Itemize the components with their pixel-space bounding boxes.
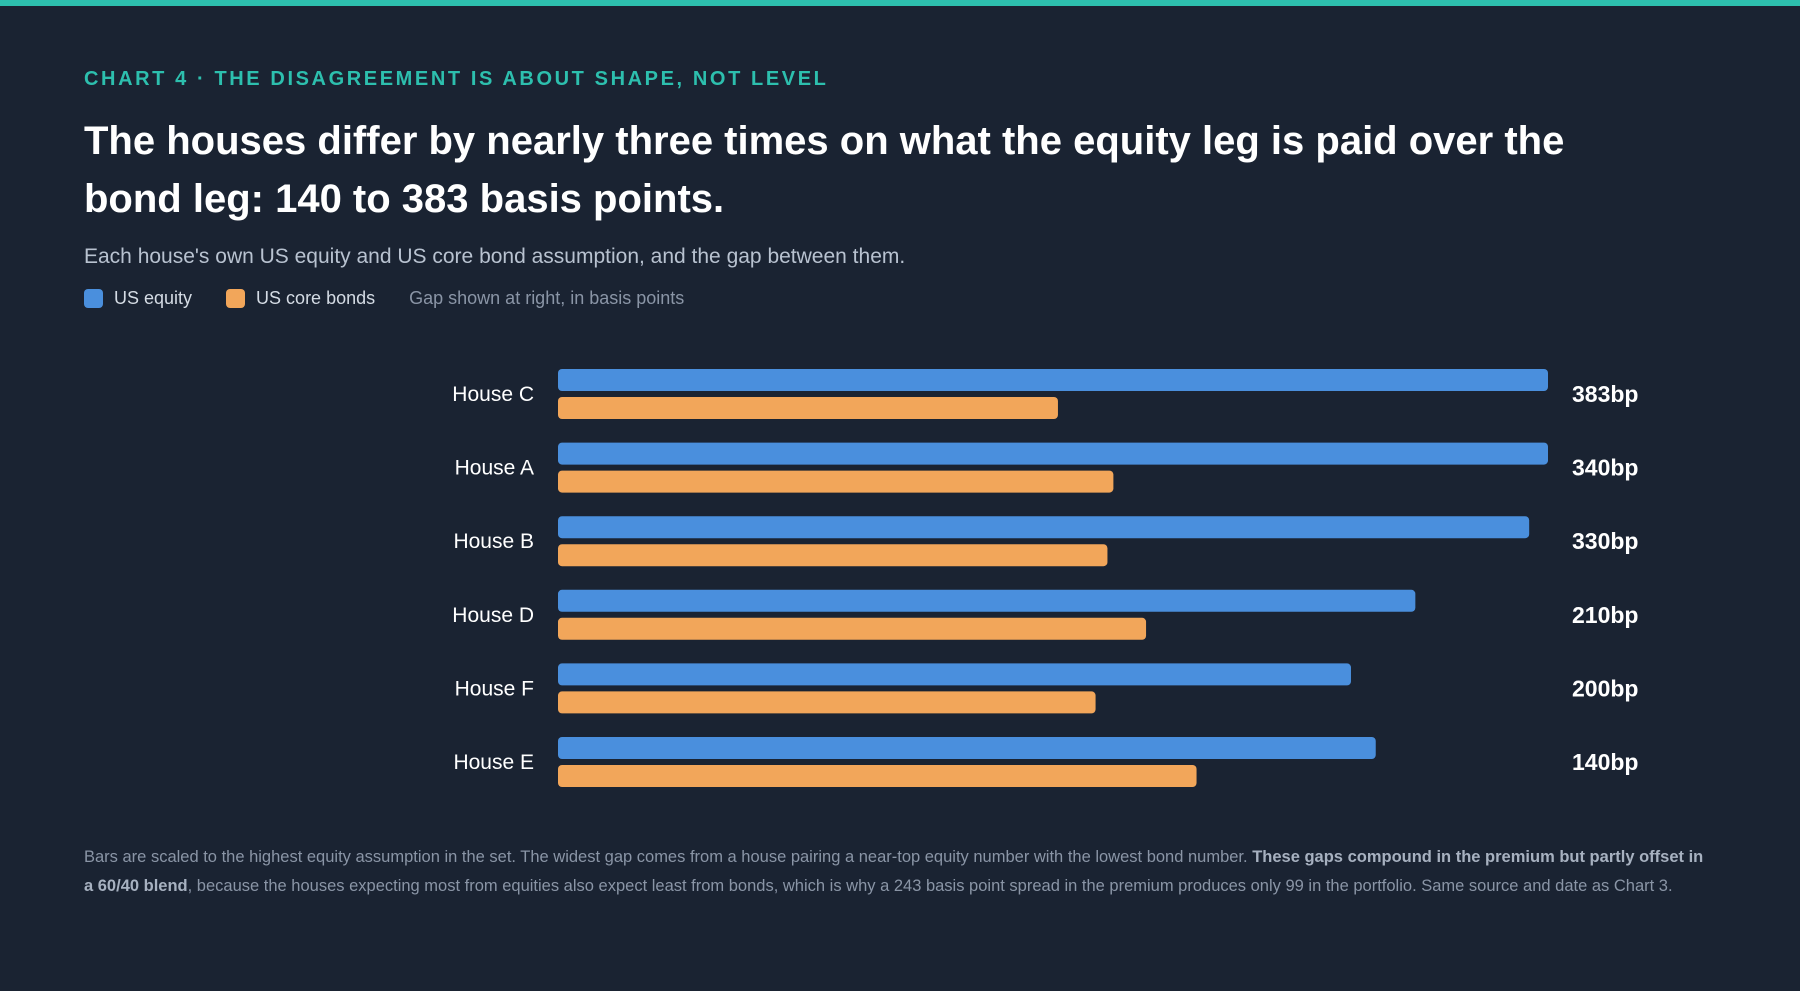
gap-label-house-a: 340bp [1572,455,1638,481]
chart-title: The houses differ by nearly three times … [84,119,1565,221]
legend-label-bonds: US core bonds [256,288,376,308]
bar-bonds-house-f [558,691,1096,714]
bar-equity-house-e [558,737,1376,759]
footnote-text-2: , because the houses expecting most from… [187,877,1673,895]
category-label-house-f: House F [455,677,534,700]
category-label-house-a: House A [455,457,534,480]
chart-footnote: Bars are scaled to the highest equity as… [84,843,1716,901]
footnote-bold: These gaps compound in the premium but p… [84,848,1704,895]
gap-label-house-c: 383bp [1572,381,1638,407]
category-label-house-c: House C [452,383,534,406]
bar-bonds-house-a [558,470,1114,493]
chart-kicker: CHART 4 · THE DISAGREEMENT IS ABOUT SHAP… [84,68,829,90]
chart-subtitle: Each house's own US equity and US core b… [84,245,906,268]
legend-note: Gap shown at right, in basis points [409,288,685,308]
bar-equity-house-f [558,663,1351,686]
legend-item-bonds: US core bonds [226,288,375,309]
gap-label-house-d: 210bp [1572,602,1638,628]
bar-equity-house-a [558,442,1548,465]
legend-swatch-equity [84,289,103,308]
legend-label-equity: US equity [114,288,193,308]
bar-bonds-house-d [558,617,1147,640]
bar-bonds-house-c [558,397,1058,419]
legend-swatch-bonds [226,289,246,308]
category-label-house-b: House B [453,530,534,553]
legend-item-equity: US equity [84,288,192,309]
bar-equity-house-c [558,369,1548,391]
bar-equity-house-b [558,516,1530,539]
category-label-house-e: House E [453,751,534,774]
category-label-house-d: House D [452,604,534,627]
footnote-text-1: Bars are scaled to the highest equity as… [84,848,1253,866]
bar-equity-house-d [558,589,1416,612]
gap-label-house-b: 330bp [1572,528,1638,554]
bar-bonds-house-e [558,765,1197,787]
chart-legend: US equity US core bonds Gap shown at rig… [84,288,684,309]
top-accent-bar [0,0,1800,6]
gap-label-house-f: 200bp [1572,675,1638,701]
bar-bonds-house-b [558,544,1108,567]
gap-label-house-e: 140bp [1572,749,1638,775]
